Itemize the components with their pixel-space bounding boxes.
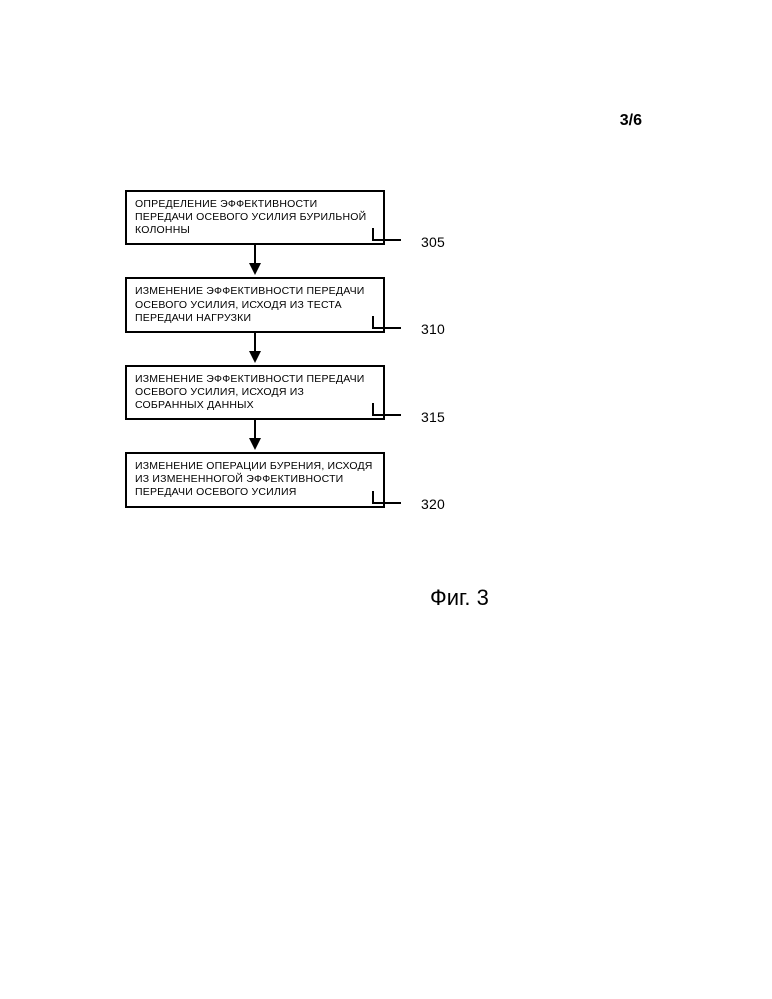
callout-number: 305 <box>421 234 445 252</box>
callout-number: 315 <box>421 409 445 427</box>
leader-line-icon <box>371 314 407 334</box>
flow-node: ИЗМЕНЕНИЕ ЭФФЕКТИВНОСТИ ПЕРЕДАЧИ ОСЕВОГО… <box>125 365 385 420</box>
flowchart: ОПРЕДЕЛЕНИЕ ЭФФЕКТИВНОСТИ ПЕРЕДАЧИ ОСЕВО… <box>125 190 405 508</box>
leader-line-icon <box>371 489 407 509</box>
flow-node: ОПРЕДЕЛЕНИЕ ЭФФЕКТИВНОСТИ ПЕРЕДАЧИ ОСЕВО… <box>125 190 385 245</box>
arrow-down-icon <box>245 333 265 365</box>
callout-number: 320 <box>421 496 445 514</box>
leader-line-icon <box>371 226 407 246</box>
figure-label: Фиг. 3 <box>430 585 489 611</box>
callout-number: 310 <box>421 321 445 339</box>
flow-arrow <box>125 420 385 452</box>
flow-arrow <box>125 333 385 365</box>
callout: 320 <box>375 488 445 512</box>
leader-line-icon <box>371 401 407 421</box>
callout: 305 <box>375 225 445 249</box>
flow-node: ИЗМЕНЕНИЕ ОПЕРАЦИИ БУРЕНИЯ, ИСХОДЯ ИЗ ИЗ… <box>125 452 385 507</box>
callout: 310 <box>375 313 445 337</box>
flow-node: ИЗМЕНЕНИЕ ЭФФЕКТИВНОСТИ ПЕРЕДАЧИ ОСЕВОГО… <box>125 277 385 332</box>
flow-node-text: ИЗМЕНЕНИЕ ЭФФЕКТИВНОСТИ ПЕРЕДАЧИ ОСЕВОГО… <box>135 373 365 411</box>
arrow-down-icon <box>245 245 265 277</box>
flow-node-text: ОПРЕДЕЛЕНИЕ ЭФФЕКТИВНОСТИ ПЕРЕДАЧИ ОСЕВО… <box>135 198 366 236</box>
callout: 315 <box>375 400 445 424</box>
arrow-down-icon <box>245 420 265 452</box>
page: 3/6 ОПРЕДЕЛЕНИЕ ЭФФЕКТИВНОСТИ ПЕРЕДАЧИ О… <box>0 0 772 999</box>
flow-node-text: ИЗМЕНЕНИЕ ЭФФЕКТИВНОСТИ ПЕРЕДАЧИ ОСЕВОГО… <box>135 285 365 323</box>
flow-arrow <box>125 245 385 277</box>
flow-node-text: ИЗМЕНЕНИЕ ОПЕРАЦИИ БУРЕНИЯ, ИСХОДЯ ИЗ ИЗ… <box>135 460 373 498</box>
page-number: 3/6 <box>620 112 642 130</box>
